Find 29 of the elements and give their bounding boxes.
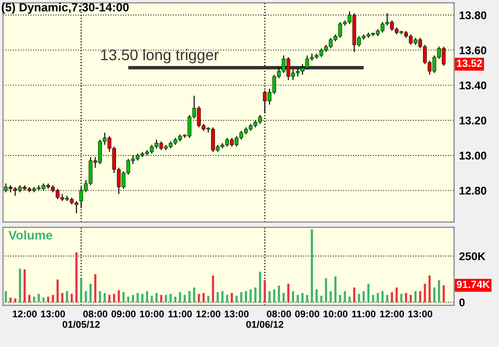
y-tick-label: 13.00	[460, 152, 486, 160]
x-tick-label: 11:00	[352, 310, 376, 318]
annotation: 13.52	[457, 60, 482, 67]
x-tick-label: 08:00	[83, 310, 108, 318]
annotation: 91.74K	[456, 280, 490, 288]
y-tick-label: 13.60	[460, 46, 486, 54]
x-tick-label: 08:00	[266, 310, 291, 318]
chart-title: Volume	[8, 230, 52, 240]
y-tick-label: 13.80	[460, 11, 486, 20]
y-tick-label: 12.80	[460, 186, 486, 195]
x-tick-label: 12:00	[196, 310, 220, 318]
x-tick-label: 13:00	[224, 310, 249, 318]
y-tick-label: 13.40	[460, 82, 486, 90]
x-tick-label: 13:00	[41, 310, 65, 318]
x-tick-label: 01/06/12	[246, 320, 284, 328]
x-tick-label: 12:00	[12, 310, 37, 318]
y-tick-label: 250K	[459, 252, 486, 260]
x-tick-label: 10:00	[324, 310, 348, 318]
x-tick-label: 12:00	[380, 310, 404, 318]
x-tick-label: 09:00	[295, 310, 320, 318]
x-tick-label: 10:00	[140, 310, 164, 318]
x-tick-label: 13:00	[408, 310, 432, 318]
x-tick-label: 01/05/12	[62, 320, 100, 328]
chart-title: (5) Dynamic,7:30-14:00	[2, 2, 129, 14]
y-tick-label: 0	[459, 298, 465, 306]
annotation: 13.50 long trigger	[101, 49, 219, 64]
y-tick-label: 13.20	[460, 116, 486, 124]
x-tick-label: 11:00	[168, 310, 192, 318]
x-tick-label: 09:00	[111, 310, 136, 318]
